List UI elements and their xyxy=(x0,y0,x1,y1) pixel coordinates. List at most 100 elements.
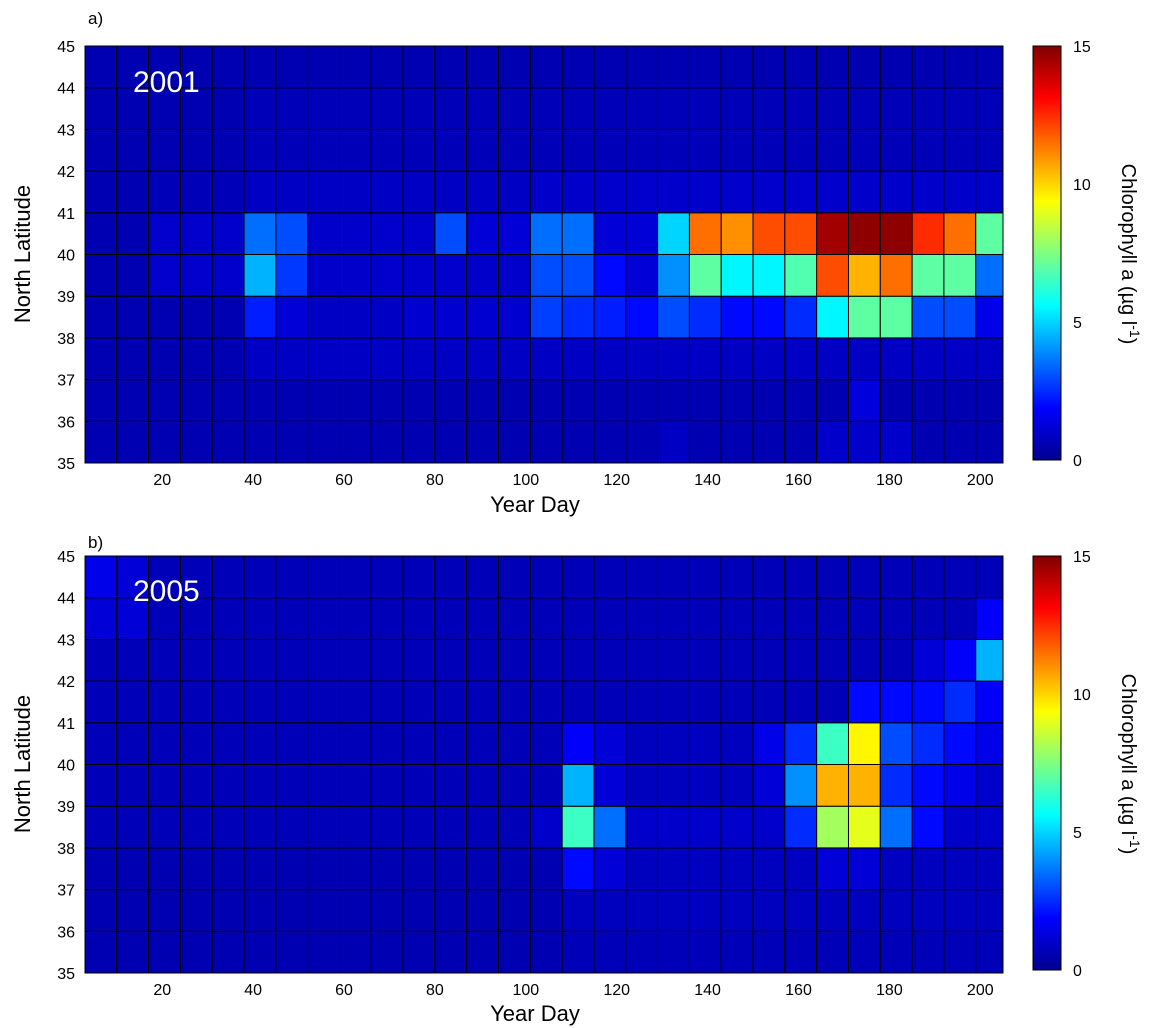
heatmap-cell xyxy=(338,254,372,297)
heatmap-cell xyxy=(847,680,881,724)
heatmap-cell xyxy=(561,87,595,130)
heatmap-cell xyxy=(784,889,818,932)
heatmap-cell xyxy=(975,212,1004,256)
heatmap-cell xyxy=(975,889,1004,932)
heatmap-cell xyxy=(625,638,659,682)
y-tick-label: 44 xyxy=(57,81,75,98)
heatmap-cell xyxy=(466,337,500,381)
heatmap-cell xyxy=(338,930,372,974)
x-tick-label: 40 xyxy=(244,982,262,999)
heatmap-cell xyxy=(879,597,913,640)
heatmap-cell xyxy=(975,930,1004,974)
heatmap-cell xyxy=(847,128,881,172)
heatmap-cell xyxy=(943,212,977,256)
heatmap-cell xyxy=(752,337,786,381)
heatmap-cell xyxy=(561,889,595,932)
x-tick-label: 40 xyxy=(244,472,262,489)
heatmap-cell xyxy=(561,597,595,640)
plot-frame xyxy=(84,555,1004,974)
heatmap-cell xyxy=(434,128,468,172)
heatmap-cell xyxy=(402,680,436,724)
heatmap-cell xyxy=(975,847,1004,891)
heatmap-cell xyxy=(784,930,818,974)
heatmap-cell xyxy=(148,87,181,130)
heatmap-cell xyxy=(179,638,213,682)
heatmap-cell xyxy=(625,680,659,724)
heatmap-cell xyxy=(402,170,436,214)
heatmap-cell xyxy=(529,930,563,974)
heatmap-cell xyxy=(975,379,1004,422)
heatmap-cell xyxy=(911,420,945,464)
heatmap-cell xyxy=(975,805,1004,849)
heatmap-cell xyxy=(529,87,563,130)
heatmap-cell xyxy=(688,722,722,765)
heatmap-cell xyxy=(816,170,849,214)
x-tick-label: 60 xyxy=(335,982,353,999)
heatmap-cell xyxy=(466,930,500,974)
heatmap-cell xyxy=(275,128,309,172)
heatmap-cell xyxy=(307,847,340,891)
heatmap-cell xyxy=(816,680,849,724)
x-tick-label: 80 xyxy=(426,982,444,999)
heatmap-cell xyxy=(816,889,849,932)
heatmap-cell xyxy=(911,805,945,849)
x-axis-label: Year Day xyxy=(490,492,580,517)
x-tick-labels: 20 40 60 80 100 120 140 160 180 200 xyxy=(153,472,993,489)
heatmap-cell xyxy=(370,722,404,765)
heatmap-cell xyxy=(625,722,659,765)
heatmap-cell xyxy=(720,638,754,682)
heatmap-cell xyxy=(402,295,436,339)
plot-frame xyxy=(84,45,1004,464)
x-tick-label: 80 xyxy=(426,472,444,489)
heatmap-cell xyxy=(307,170,340,214)
heatmap-cell xyxy=(975,420,1004,464)
heatmap-cell xyxy=(370,87,404,130)
heatmap-cell xyxy=(816,295,849,339)
y-tick-label: 42 xyxy=(57,674,75,691)
heatmap-cell xyxy=(625,420,659,464)
heatmap-cell xyxy=(211,337,245,381)
heatmap-cell xyxy=(688,889,722,932)
heatmap-cell xyxy=(529,128,563,172)
heatmap-cell xyxy=(84,295,118,339)
heatmap-cell xyxy=(148,805,181,849)
heatmap-cell xyxy=(243,764,277,807)
heatmap-cell xyxy=(529,805,563,849)
heatmap-cell xyxy=(116,597,150,640)
y-tick-label: 44 xyxy=(57,591,75,608)
y-tick-label: 35 xyxy=(57,966,75,983)
heatmap-cell xyxy=(84,847,118,891)
x-tick-label: 160 xyxy=(785,982,812,999)
heatmap-cell xyxy=(243,555,277,599)
heatmap-cell xyxy=(975,638,1004,682)
heatmap-cell xyxy=(561,420,595,464)
heatmap-cell xyxy=(911,680,945,724)
colorbar-tick-labels: 0 5 10 15 xyxy=(1073,39,1091,470)
heatmap-cell xyxy=(275,212,309,256)
heatmap-cell xyxy=(370,295,404,339)
heatmap-cell xyxy=(657,764,690,807)
heatmap-cell xyxy=(911,87,945,130)
panel-a: a) 2001 35 36 37 38 39 40 41 42 43 44 45 20 40 60 80 1… xyxy=(10,9,1143,517)
heatmap-cell xyxy=(466,722,500,765)
heatmap-cell xyxy=(466,45,500,89)
heatmap-cell xyxy=(179,337,213,381)
heatmap-cell xyxy=(370,170,404,214)
heatmap-cell xyxy=(943,555,977,599)
heatmap-cell xyxy=(975,254,1004,297)
heatmap-cell xyxy=(275,555,309,599)
heatmap-cell xyxy=(370,45,404,89)
heatmap-cell xyxy=(84,337,118,381)
heatmap-cell xyxy=(879,764,913,807)
heatmap-cell xyxy=(561,722,595,765)
heatmap-cell xyxy=(720,555,754,599)
heatmap-cell xyxy=(529,295,563,339)
heatmap-cell xyxy=(434,337,468,381)
heatmap-cell xyxy=(847,638,881,682)
heatmap-cell xyxy=(148,722,181,765)
heatmap-cell xyxy=(179,45,213,89)
heatmap-cell xyxy=(498,379,531,422)
x-tick-label: 140 xyxy=(694,472,721,489)
heatmap-cell xyxy=(434,930,468,974)
heatmap-cell xyxy=(370,805,404,849)
